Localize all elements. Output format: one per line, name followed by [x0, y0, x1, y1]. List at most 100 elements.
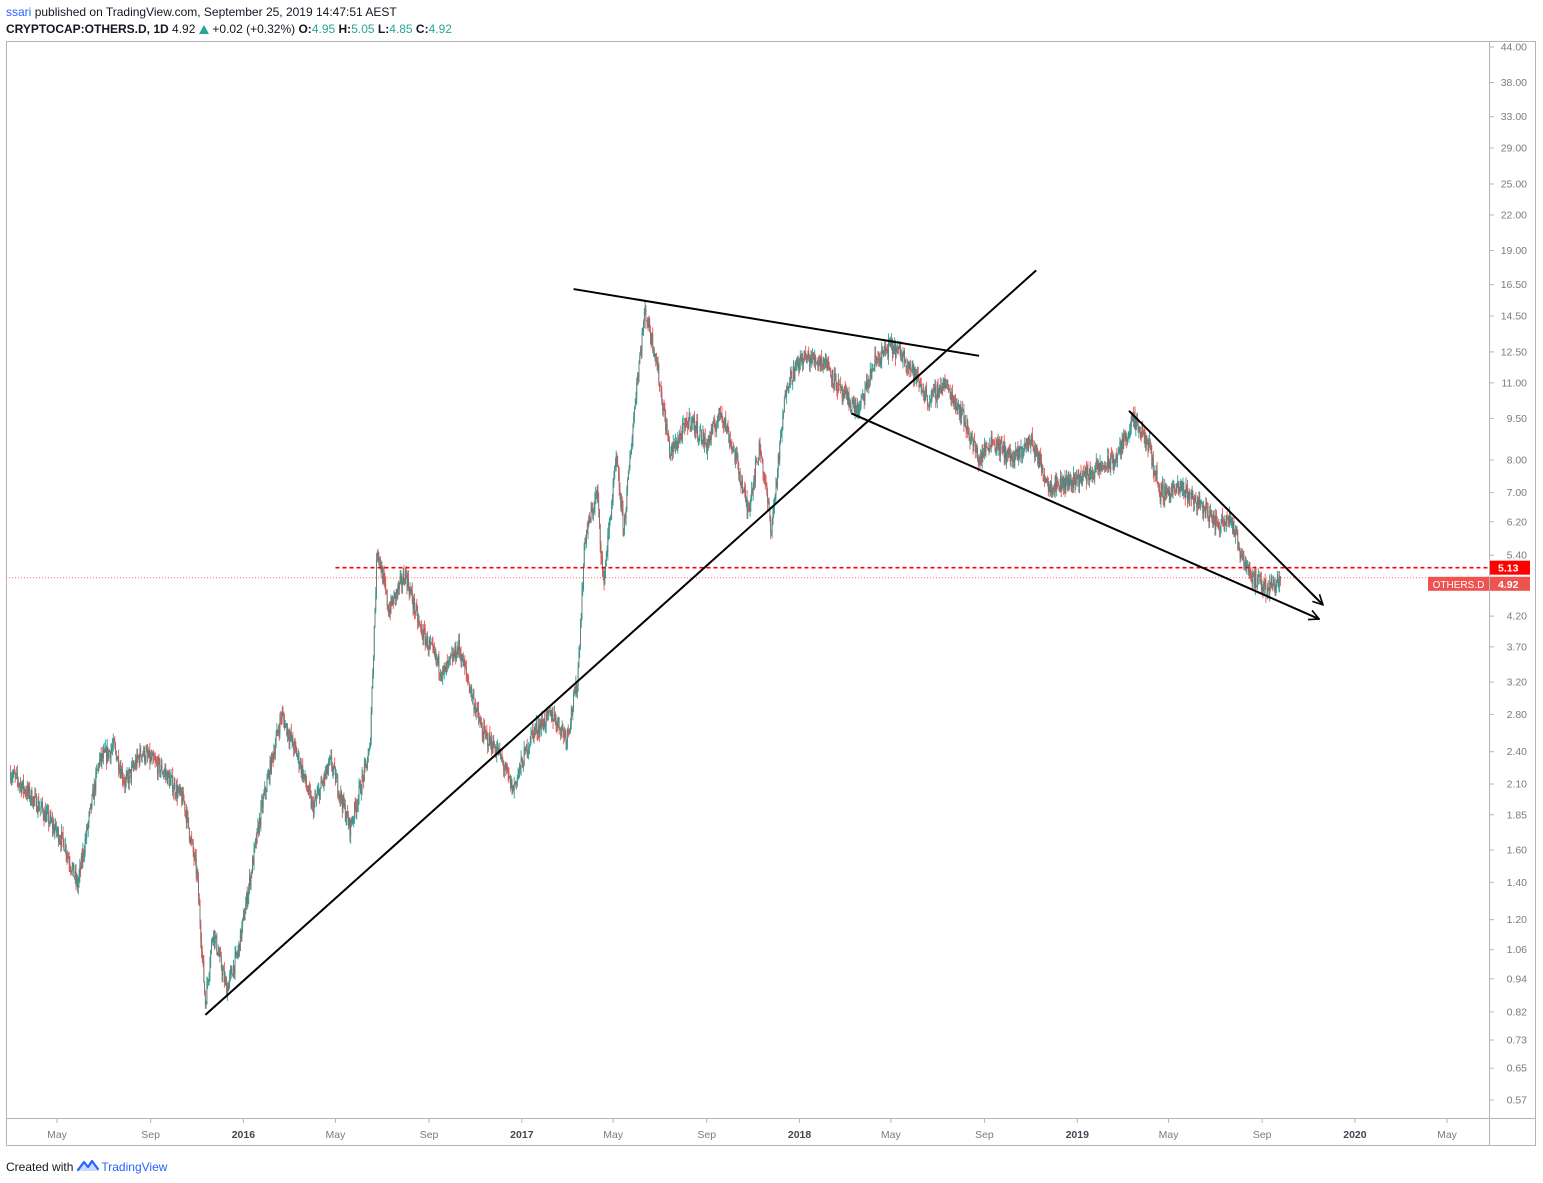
- x-tick-label: Sep: [420, 1129, 439, 1141]
- candle-body: [440, 676, 442, 678]
- candle-body: [579, 646, 581, 653]
- candle-body: [50, 815, 52, 822]
- candle-body: [1279, 576, 1281, 581]
- candle-body: [904, 350, 905, 363]
- candle-body: [1115, 454, 1117, 463]
- candle-body: [396, 590, 398, 594]
- candle-body: [76, 878, 78, 883]
- candle-body: [1168, 490, 1170, 495]
- candle-body: [1244, 560, 1246, 564]
- resistance-trendline[interactable]: [573, 288, 980, 357]
- candle-body: [491, 749, 493, 753]
- candle-body: [26, 793, 28, 796]
- candle-body: [958, 405, 960, 416]
- candle-body: [309, 786, 311, 791]
- candle-body: [674, 445, 676, 449]
- candle-body: [1256, 586, 1258, 588]
- candle-body: [235, 951, 237, 955]
- candle-body: [560, 729, 562, 736]
- candle-body: [1240, 554, 1242, 559]
- candle-body: [108, 751, 110, 758]
- candle-body: [899, 346, 901, 349]
- candle-body: [556, 726, 558, 728]
- candle-body: [1263, 586, 1265, 592]
- candle-body: [200, 924, 202, 941]
- candle-body: [1074, 479, 1076, 486]
- candle-body: [596, 489, 598, 496]
- candle-body: [224, 978, 226, 983]
- candle-body: [256, 828, 258, 844]
- candle-body: [458, 639, 460, 652]
- candle-body: [1269, 581, 1271, 595]
- tradingview-brand-link[interactable]: TradingView: [101, 1160, 168, 1174]
- candle-body: [620, 497, 622, 508]
- candle-body: [71, 866, 73, 873]
- candle-body: [1052, 488, 1054, 491]
- last-price-tag: [1490, 576, 1530, 591]
- candle-body: [582, 588, 584, 591]
- tradingview-logo-icon[interactable]: [77, 1158, 100, 1176]
- candle-body: [976, 448, 978, 453]
- candle-body: [236, 951, 238, 955]
- wedge-lower-line[interactable]: [850, 412, 1319, 619]
- wedge-upper-line[interactable]: [1128, 410, 1323, 605]
- candle-body: [395, 590, 397, 600]
- candle-body: [530, 732, 532, 744]
- candle-body: [418, 620, 420, 623]
- candle-body: [1176, 485, 1178, 492]
- candle-body: [882, 350, 884, 354]
- candle-body: [240, 929, 242, 939]
- candle-body: [901, 358, 903, 362]
- candle-body: [244, 913, 246, 920]
- candle-body: [1015, 449, 1017, 452]
- last-price: 4.92: [172, 22, 196, 36]
- candle-body: [513, 785, 514, 791]
- candle-body: [541, 718, 543, 725]
- candle-body: [382, 573, 384, 583]
- candle-body: [578, 652, 580, 667]
- candle-body: [1001, 441, 1003, 452]
- candle-body: [430, 642, 432, 645]
- candle-body: [852, 402, 854, 404]
- candle-body: [490, 738, 492, 744]
- candle-body: [825, 354, 827, 367]
- support-trendline[interactable]: [204, 269, 1037, 1016]
- candle-body: [48, 810, 50, 824]
- candle-body: [737, 455, 739, 462]
- candle-body: [1037, 453, 1039, 465]
- candle-body: [1098, 463, 1099, 470]
- candle-body: [716, 425, 718, 432]
- candle-body: [1092, 470, 1093, 478]
- candle-body: [421, 628, 423, 638]
- candle-body: [704, 436, 706, 444]
- candle-body: [449, 656, 451, 658]
- candle-body: [239, 929, 241, 951]
- candle-body: [829, 368, 831, 372]
- candle-body: [1124, 434, 1126, 440]
- candle-body: [1018, 447, 1020, 458]
- time-axis[interactable]: May Sep 2016 May Sep 2017 May Sep 2018 May Sep 2019…: [47, 1118, 1458, 1141]
- symbol-name[interactable]: CRYPTOCAP:OTHERS.D, 1D: [6, 22, 169, 36]
- candle-body: [705, 443, 707, 444]
- candle-body: [335, 767, 336, 783]
- price-axis[interactable]: 44.0038.0033.0029.0025.0022.0019.0016.50…: [1489, 42, 1527, 1107]
- candle-body: [309, 790, 311, 795]
- candle-body: [850, 409, 852, 411]
- candle-body: [401, 576, 403, 586]
- candle-body: [175, 794, 177, 797]
- publisher-name[interactable]: ssari: [6, 5, 32, 19]
- candle-body: [176, 785, 178, 798]
- candle-body: [837, 389, 839, 392]
- candle-body: [373, 655, 374, 674]
- candle-body: [603, 576, 605, 585]
- candle-body: [751, 489, 753, 498]
- candle-body: [770, 520, 772, 533]
- candle-body: [921, 391, 923, 393]
- candle-body: [283, 714, 285, 720]
- candle-body: [19, 784, 21, 786]
- candle-body: [882, 349, 883, 354]
- candle-body: [815, 362, 817, 363]
- candle-body: [591, 508, 593, 510]
- candle-body: [1151, 453, 1153, 467]
